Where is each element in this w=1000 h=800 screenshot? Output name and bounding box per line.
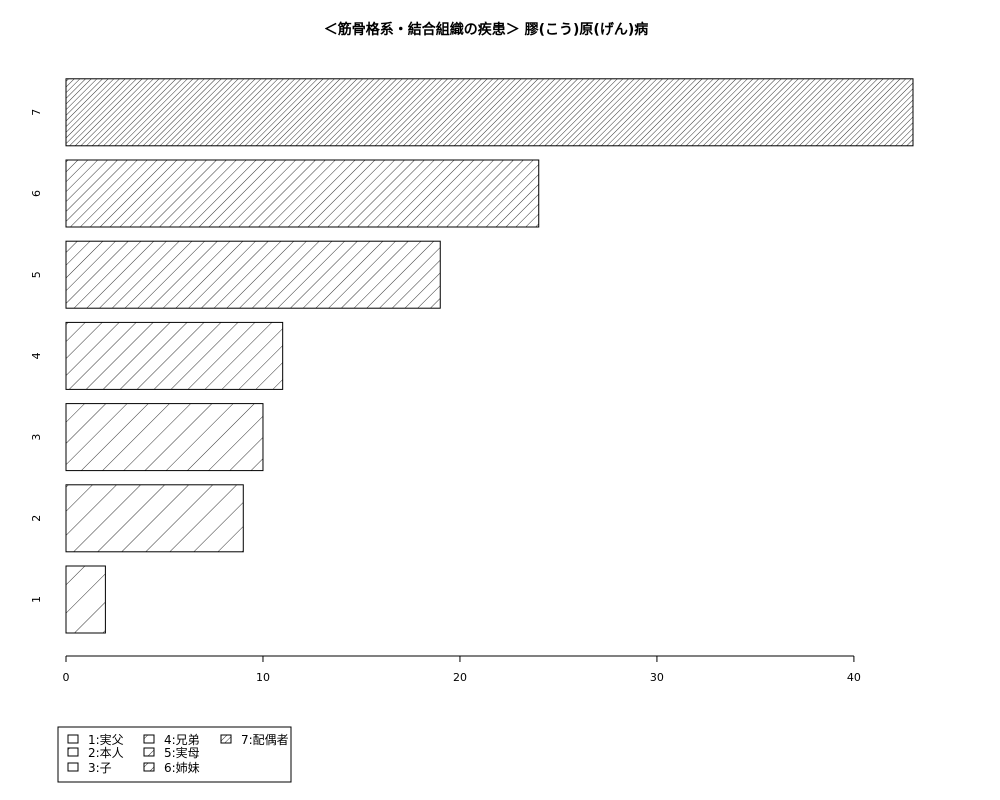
legend-label: 1:実父 xyxy=(88,732,124,747)
legend-label: 6:姉妹 xyxy=(164,760,200,775)
y-tick-label: 3 xyxy=(30,434,43,441)
legend: 1:実父2:本人3:子 4:兄弟5:実母6:姉妹 7:配偶者 xyxy=(57,726,292,783)
bar-2 xyxy=(65,484,244,553)
bar-1 xyxy=(65,565,106,634)
bar-3 xyxy=(65,403,264,472)
legend-swatch xyxy=(143,747,155,757)
y-tick-label: 2 xyxy=(30,515,43,522)
y-tick-label: 6 xyxy=(30,190,43,197)
legend-label: 7:配偶者 xyxy=(241,733,289,747)
bar-5 xyxy=(65,240,441,309)
legend-swatch xyxy=(143,734,155,744)
y-tick-label: 4 xyxy=(30,352,43,359)
x-tick-label: 20 xyxy=(453,671,467,684)
y-tick-label: 5 xyxy=(30,271,43,278)
y-tick-label: 1 xyxy=(30,596,43,603)
x-tick-label: 10 xyxy=(256,671,270,684)
legend-swatch xyxy=(67,734,79,744)
x-tick-label: 0 xyxy=(63,671,70,684)
legend-swatch xyxy=(67,747,79,757)
x-tick-label: 30 xyxy=(650,671,664,684)
chart-title: ＜筋骨格系・結合組織の疾患＞ 膠(こう)原(げん)病 xyxy=(324,21,648,38)
legend-label: 4:兄弟 xyxy=(164,733,200,747)
bars xyxy=(65,78,914,634)
legend-label: 5:実母 xyxy=(164,745,200,760)
bar-6 xyxy=(65,159,540,228)
legend-swatch xyxy=(143,762,155,772)
y-tick-label: 7 xyxy=(30,109,43,116)
legend-swatch xyxy=(220,734,232,744)
legend-swatch xyxy=(67,762,79,772)
legend-box xyxy=(57,726,292,783)
x-tick-label: 40 xyxy=(847,671,861,684)
x-axis: 0 10 20 30 40 xyxy=(63,655,861,684)
bar-7 xyxy=(65,78,914,147)
legend-label: 3:子 xyxy=(88,761,112,775)
bar-4 xyxy=(65,321,284,390)
y-axis-labels: 1 2 3 4 5 6 7 xyxy=(30,109,43,603)
legend-label: 2:本人 xyxy=(88,746,124,760)
